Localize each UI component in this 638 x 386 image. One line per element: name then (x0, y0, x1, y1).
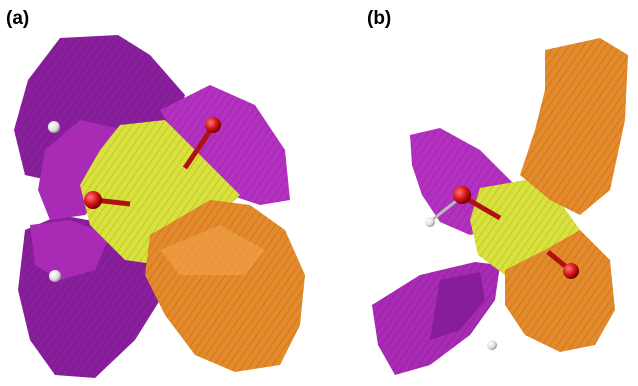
oxygen-atom-center (84, 191, 131, 209)
hydrogen-atom-b-bottom (487, 340, 497, 350)
panel-label-a: (a) (6, 8, 30, 29)
oxygen-atom-upper (182, 117, 221, 170)
panel-label-b: (b) (367, 8, 392, 29)
panel-b-structure (372, 38, 628, 375)
hydrogen-atom-upper (48, 121, 60, 133)
hydrogen-atom-lower (49, 270, 61, 282)
hydrogen-atom-b-left (425, 217, 435, 227)
oxygen-atom-b-left (431, 186, 502, 222)
panel-a-structure (14, 35, 305, 378)
oxygen-atom-b-right (546, 250, 579, 279)
